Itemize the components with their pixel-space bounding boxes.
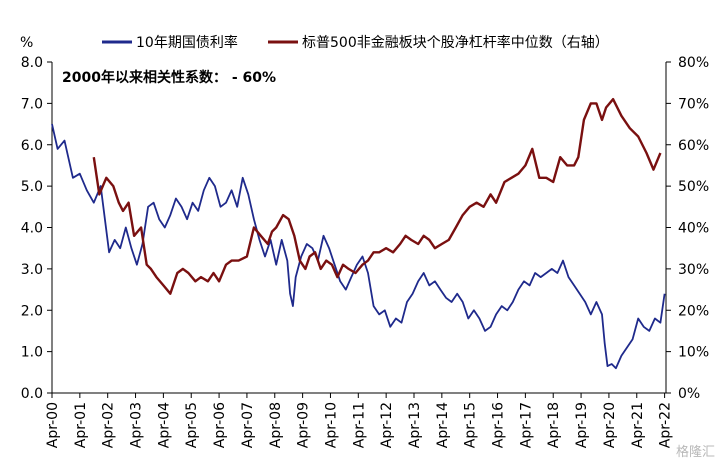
right-axis-tick-label: 70%	[678, 96, 709, 112]
right-axis-tick-label: 40%	[678, 221, 709, 237]
correlation-annotation: 2000年以来相关性系数： - 60%	[62, 69, 276, 86]
left-axis-tick-label: 3.0	[21, 262, 43, 278]
left-axis-unit-label: %	[20, 35, 33, 51]
x-axis-tick-label: Apr-05	[184, 402, 200, 448]
right-axis-tick-label: 10%	[678, 345, 709, 361]
x-axis-tick-label: Apr-12	[379, 402, 395, 448]
x-axis-tick-label: Apr-18	[546, 402, 562, 448]
series-line-net-leverage	[92, 97, 662, 295]
left-axis-tick-label: 7.0	[21, 96, 43, 112]
left-axis-tick-label: 8.0	[21, 55, 43, 71]
x-axis-tick-label: Apr-11	[351, 402, 367, 448]
right-axis-tick-label: 60%	[678, 138, 709, 154]
right-axis-tick-label: 80%	[678, 55, 709, 71]
x-axis-tick-label: Apr-14	[435, 402, 451, 448]
right-axis-tick-label: 20%	[678, 303, 709, 319]
right-axis-tick-label: 30%	[678, 262, 709, 278]
left-axis-tick-label: 1.0	[21, 345, 43, 361]
left-axis-tick-label: 0.0	[21, 386, 43, 402]
x-axis-tick-label: Apr-22	[658, 402, 674, 448]
x-axis-tick-label: Apr-02	[101, 402, 117, 448]
x-axis-tick-label: Apr-06	[212, 402, 228, 448]
x-axis-tick-label: Apr-04	[156, 402, 172, 448]
x-axis-tick-label: Apr-10	[323, 402, 339, 448]
right-axis-tick-label: 50%	[678, 179, 709, 195]
legend-label-net-leverage: 标普500非金融板块个股净杠杆率中位数（右轴）	[302, 34, 609, 51]
x-axis-tick-label: Apr-03	[129, 402, 145, 448]
x-axis-tick-label: Apr-01	[73, 402, 89, 448]
right-axis-tick-label: 0%	[678, 386, 700, 402]
watermark-text: 格隆汇	[676, 444, 715, 460]
x-axis-tick-label: Apr-08	[268, 402, 284, 448]
left-axis-tick-label: 5.0	[21, 179, 43, 195]
left-axis-tick-label: 2.0	[21, 303, 43, 319]
x-axis-tick-label: Apr-15	[463, 402, 479, 448]
x-axis-tick-label: Apr-09	[296, 402, 312, 448]
x-axis-tick-label: Apr-17	[518, 402, 534, 448]
legend-label-bond-yield: 10年期国债利率	[136, 34, 238, 51]
x-axis-tick-label: Apr-21	[630, 402, 646, 448]
x-axis-tick-label: Apr-00	[45, 402, 61, 448]
x-axis-tick-label: Apr-16	[491, 402, 507, 448]
left-axis-tick-label: 6.0	[21, 138, 43, 154]
x-axis-tick-label: Apr-19	[574, 402, 590, 448]
x-axis-tick-label: Apr-20	[602, 402, 618, 448]
series-line-bond-yield	[51, 123, 666, 370]
x-axis-tick-label: Apr-07	[240, 402, 256, 448]
left-axis-tick-label: 4.0	[21, 221, 43, 237]
x-axis-tick-label: Apr-13	[407, 402, 423, 448]
